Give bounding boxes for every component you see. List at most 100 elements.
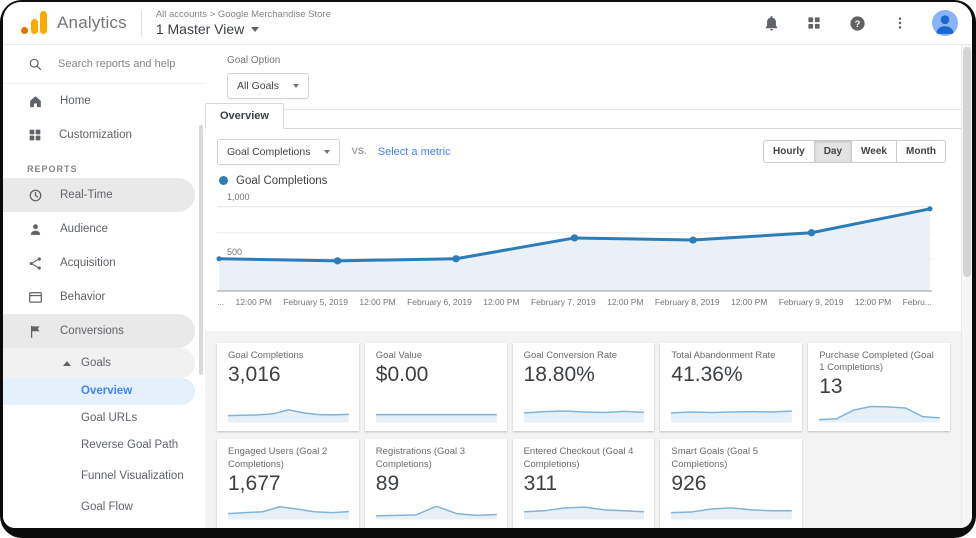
sparkline-chart [671,496,793,520]
goal-option-label: Goal Option [227,55,281,66]
scorecard-title: Goal Value [375,349,423,361]
scorecard-goal-conversion-rate[interactable]: Goal Conversion Rate 18.80% [512,342,655,432]
sidebar-item-label: Behavior [60,291,106,303]
granularity-month-button[interactable]: Month [897,140,946,164]
scorecard-smart-goals[interactable]: Smart Goals (Goal 5 Completions) 926 [660,439,803,528]
chart-section: Goal Completions 1,000 500 ... 12:00 PM Fe… [205,171,962,317]
scorecard-title: Total Abandonment Rate [671,349,776,361]
sparkline-chart [523,496,645,520]
sparkline-chart [819,399,940,423]
sidebar-item-goal-urls[interactable]: Goal URLs [3,405,205,432]
x-axis-label: February 9, 2019 [778,296,844,307]
apps-button[interactable] [803,12,825,34]
scorecard-registrations[interactable]: Registrations (Goal 3 Completions) 89 [364,439,507,528]
scrollbar-thumb[interactable] [963,47,971,277]
collapse-triangle-icon [63,360,71,366]
scorecard-value: 1,677 [228,472,281,495]
sidebar-item-acquisition[interactable]: Acquisition [3,246,205,280]
scorecard-title: Purchase Completed (Goal 1 Completions) [819,349,934,373]
goal-option-value: All Goals [237,80,280,92]
chevron-down-icon [251,26,260,32]
scorecard-entered-checkout[interactable]: Entered Checkout (Goal 4 Completions) 31… [512,439,655,528]
more-vert-icon [898,17,902,29]
sidebar-item-real-time[interactable]: Real-Time [3,178,195,212]
x-axis-label: 12:00 PM [235,296,272,307]
x-axis-label: 12:00 PM [359,296,396,307]
scorecard-title: Goal Conversion Rate [523,349,618,361]
sidebar-item-goals-overview[interactable]: Overview [3,378,195,405]
x-axis-label: Febru... [902,296,932,307]
scorecard-value: 41.36% [671,362,743,386]
legend-dot-icon [219,176,228,186]
sidebar-item-label: Customization [59,129,132,141]
sidebar-item-reverse-goal-path[interactable]: Reverse Goal Path [3,432,205,459]
metric-dropdown[interactable]: Goal Completions [217,138,341,165]
search-placeholder: Search reports and help [58,58,176,70]
scorecard-value: $0.00 [375,362,429,386]
granularity-day-button[interactable]: Day [814,140,853,164]
scorecard-value: 13 [819,375,843,399]
sidebar-item-label: Goals [81,357,112,369]
chevron-down-icon [293,84,300,88]
product-name: Analytics [57,13,127,32]
chevron-down-icon [324,149,331,154]
notifications-button[interactable] [760,12,782,34]
x-axis-label: February 5, 2019 [283,296,348,307]
sidebar-item-label: Goal Flow [81,501,133,514]
sidebar-item-funnel-visualization[interactable]: Funnel Visualization [3,459,191,494]
granularity-week-button[interactable]: Week [852,140,897,164]
sidebar-scrollbar[interactable] [199,125,203,375]
scorecard-title: Registrations (Goal 3 Completions) [375,446,466,470]
main-scrollbar[interactable] [961,45,972,528]
avatar[interactable] [932,10,958,36]
scorecards-section: Goal Completions 3,016 Goal Value $0.00 … [205,330,962,528]
sidebar-item-goal-flow[interactable]: Goal Flow [3,494,205,521]
scorecard-value: 926 [671,472,707,495]
granularity-hourly-button[interactable]: Hourly [763,140,815,164]
goal-option-dropdown[interactable]: All Goals [227,73,310,99]
goal-completions-chart [216,205,933,292]
view-name: 1 Master View [155,21,245,37]
scorecard-title: Engaged Users (Goal 2 Completions) [228,446,328,470]
logo-dot [21,27,28,34]
sidebar-item-goals[interactable]: Goals [3,348,195,378]
sidebar-item-label: Audience [60,223,108,235]
sidebar-item-label: Conversions [60,325,124,337]
x-axis-label: February 7, 2019 [530,296,596,307]
scorecard-total-abandonment-rate[interactable]: Total Abandonment Rate 41.36% [660,342,803,432]
scorecard-value: 89 [375,472,400,495]
sidebar-item-label: Overview [81,385,133,398]
bell-icon [765,15,777,30]
sidebar-item-conversions[interactable]: Conversions [3,314,195,348]
account-selector[interactable]: All accounts > Google Merchandise Store … [156,9,331,37]
goal-option-panel: Goal Option All Goals [205,45,962,110]
svg-text:?: ? [854,18,860,29]
scorecard-purchase-completed[interactable]: Purchase Completed (Goal 1 Completions) … [808,342,950,432]
logo-bar-medium [30,19,38,34]
sidebar-item-customization[interactable]: Customization [3,118,205,152]
x-axis-label: February 8, 2019 [654,296,720,307]
scorecard-title: Goal Completions [228,349,304,361]
search-input[interactable]: Search reports and help [3,45,205,84]
help-button[interactable]: ? [846,12,868,34]
acquisition-icon [29,256,41,270]
sparkline-chart [375,496,497,520]
tab-overview[interactable]: Overview [205,102,284,129]
metric-dropdown-value: Goal Completions [227,145,311,158]
sidebar-item-audience[interactable]: Audience [3,212,205,246]
x-axis-label: 12:00 PM [854,296,892,307]
scorecard-goal-value[interactable]: Goal Value $0.00 [364,342,507,432]
app-window: Analytics All accounts > Google Merchand… [3,2,972,528]
header-divider [140,10,142,36]
scorecard-goal-completions[interactable]: Goal Completions 3,016 [217,342,359,432]
behavior-window-icon [29,291,42,303]
select-metric-link[interactable]: Select a metric [377,145,451,158]
x-axis-label: 12:00 PM [730,296,768,307]
sidebar-item-behavior[interactable]: Behavior [3,280,205,314]
sidebar-item-label: Funnel Visualization [81,470,184,483]
customization-icon [29,129,41,141]
clock-icon [29,189,42,201]
more-options-button[interactable] [889,12,911,34]
scorecard-engaged-users[interactable]: Engaged Users (Goal 2 Completions) 1,677 [217,439,359,528]
sidebar-item-home[interactable]: Home [3,84,205,118]
